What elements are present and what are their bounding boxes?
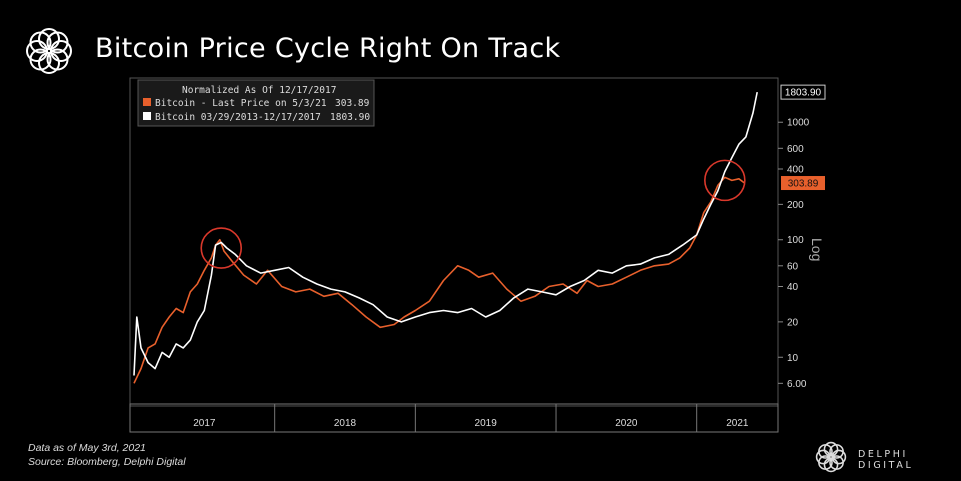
y-tick-label: 1000 (787, 118, 810, 129)
end-label-box (781, 176, 825, 191)
annotation-circles (200, 159, 746, 269)
legend-swatch-white (143, 112, 151, 120)
brand-mark: DELPHI DIGITAL (812, 438, 961, 481)
annotation-circle (704, 159, 746, 202)
y-axis: 6.00 10 20 40 60 100 200 400 600 1000 (778, 118, 810, 390)
x-axis: 2017 2018 2019 2020 2021 (193, 404, 749, 432)
y-tick-label: 600 (787, 144, 804, 155)
end-label-box (780, 84, 826, 100)
page-title: Bitcoin Price Cycle Right On Track (95, 33, 561, 64)
source-note: Data as of May 3rd, 2021 Source: Bloombe… (28, 441, 186, 469)
y-tick-label: 20 (787, 317, 799, 328)
log-scale-label: Log (809, 238, 825, 261)
legend: Normalized As Of 12/17/2017 Bitcoin - La… (137, 79, 375, 127)
brand-name: DELPHI DIGITAL (858, 448, 914, 471)
legend-header: Normalized As Of 12/17/2017 (182, 85, 336, 96)
series-line-2021-cycle (133, 176, 745, 384)
y-tick-label: 10 (787, 353, 799, 364)
delphi-logo-icon (20, 22, 78, 85)
legend-label-orange: Bitcoin - Last Price on 5/3/21 (155, 98, 327, 109)
x-tick-label: 2017 (193, 418, 216, 429)
delphi-logo-small-icon (812, 438, 850, 481)
y-tick-label: 60 (787, 261, 799, 272)
x-axis-band (129, 403, 779, 433)
y-tick-label: 400 (787, 164, 804, 175)
end-value-labels: 1803.90 303.89 (780, 84, 826, 191)
end-label-text: 303.89 (788, 179, 819, 190)
y-tick-label: 200 (787, 200, 804, 211)
legend-box (137, 79, 375, 127)
series-lines (133, 91, 758, 384)
y-tick-label: 100 (787, 235, 804, 246)
annotation-circle (200, 227, 243, 269)
x-tick-label: 2018 (334, 418, 357, 429)
data-date-note: Data as of May 3rd, 2021 (28, 442, 146, 454)
end-label-text: 1803.90 (785, 88, 822, 99)
series-line-2017-cycle (133, 91, 758, 376)
source-line: Source: Bloomberg, Delphi Digital (28, 456, 186, 468)
y-tick-label: 40 (787, 282, 799, 293)
plot-frame (129, 77, 779, 407)
x-tick-label: 2020 (615, 418, 638, 429)
legend-label-white: Bitcoin 03/29/2013-12/17/2017 (155, 112, 321, 123)
legend-value-white: 1803.90 (330, 112, 370, 123)
x-tick-label: 2021 (726, 418, 749, 429)
y-tick-label: 6.00 (787, 379, 807, 390)
legend-value-orange: 303.89 (335, 98, 370, 109)
legend-swatch-orange (143, 98, 151, 106)
x-tick-label: 2019 (475, 418, 498, 429)
